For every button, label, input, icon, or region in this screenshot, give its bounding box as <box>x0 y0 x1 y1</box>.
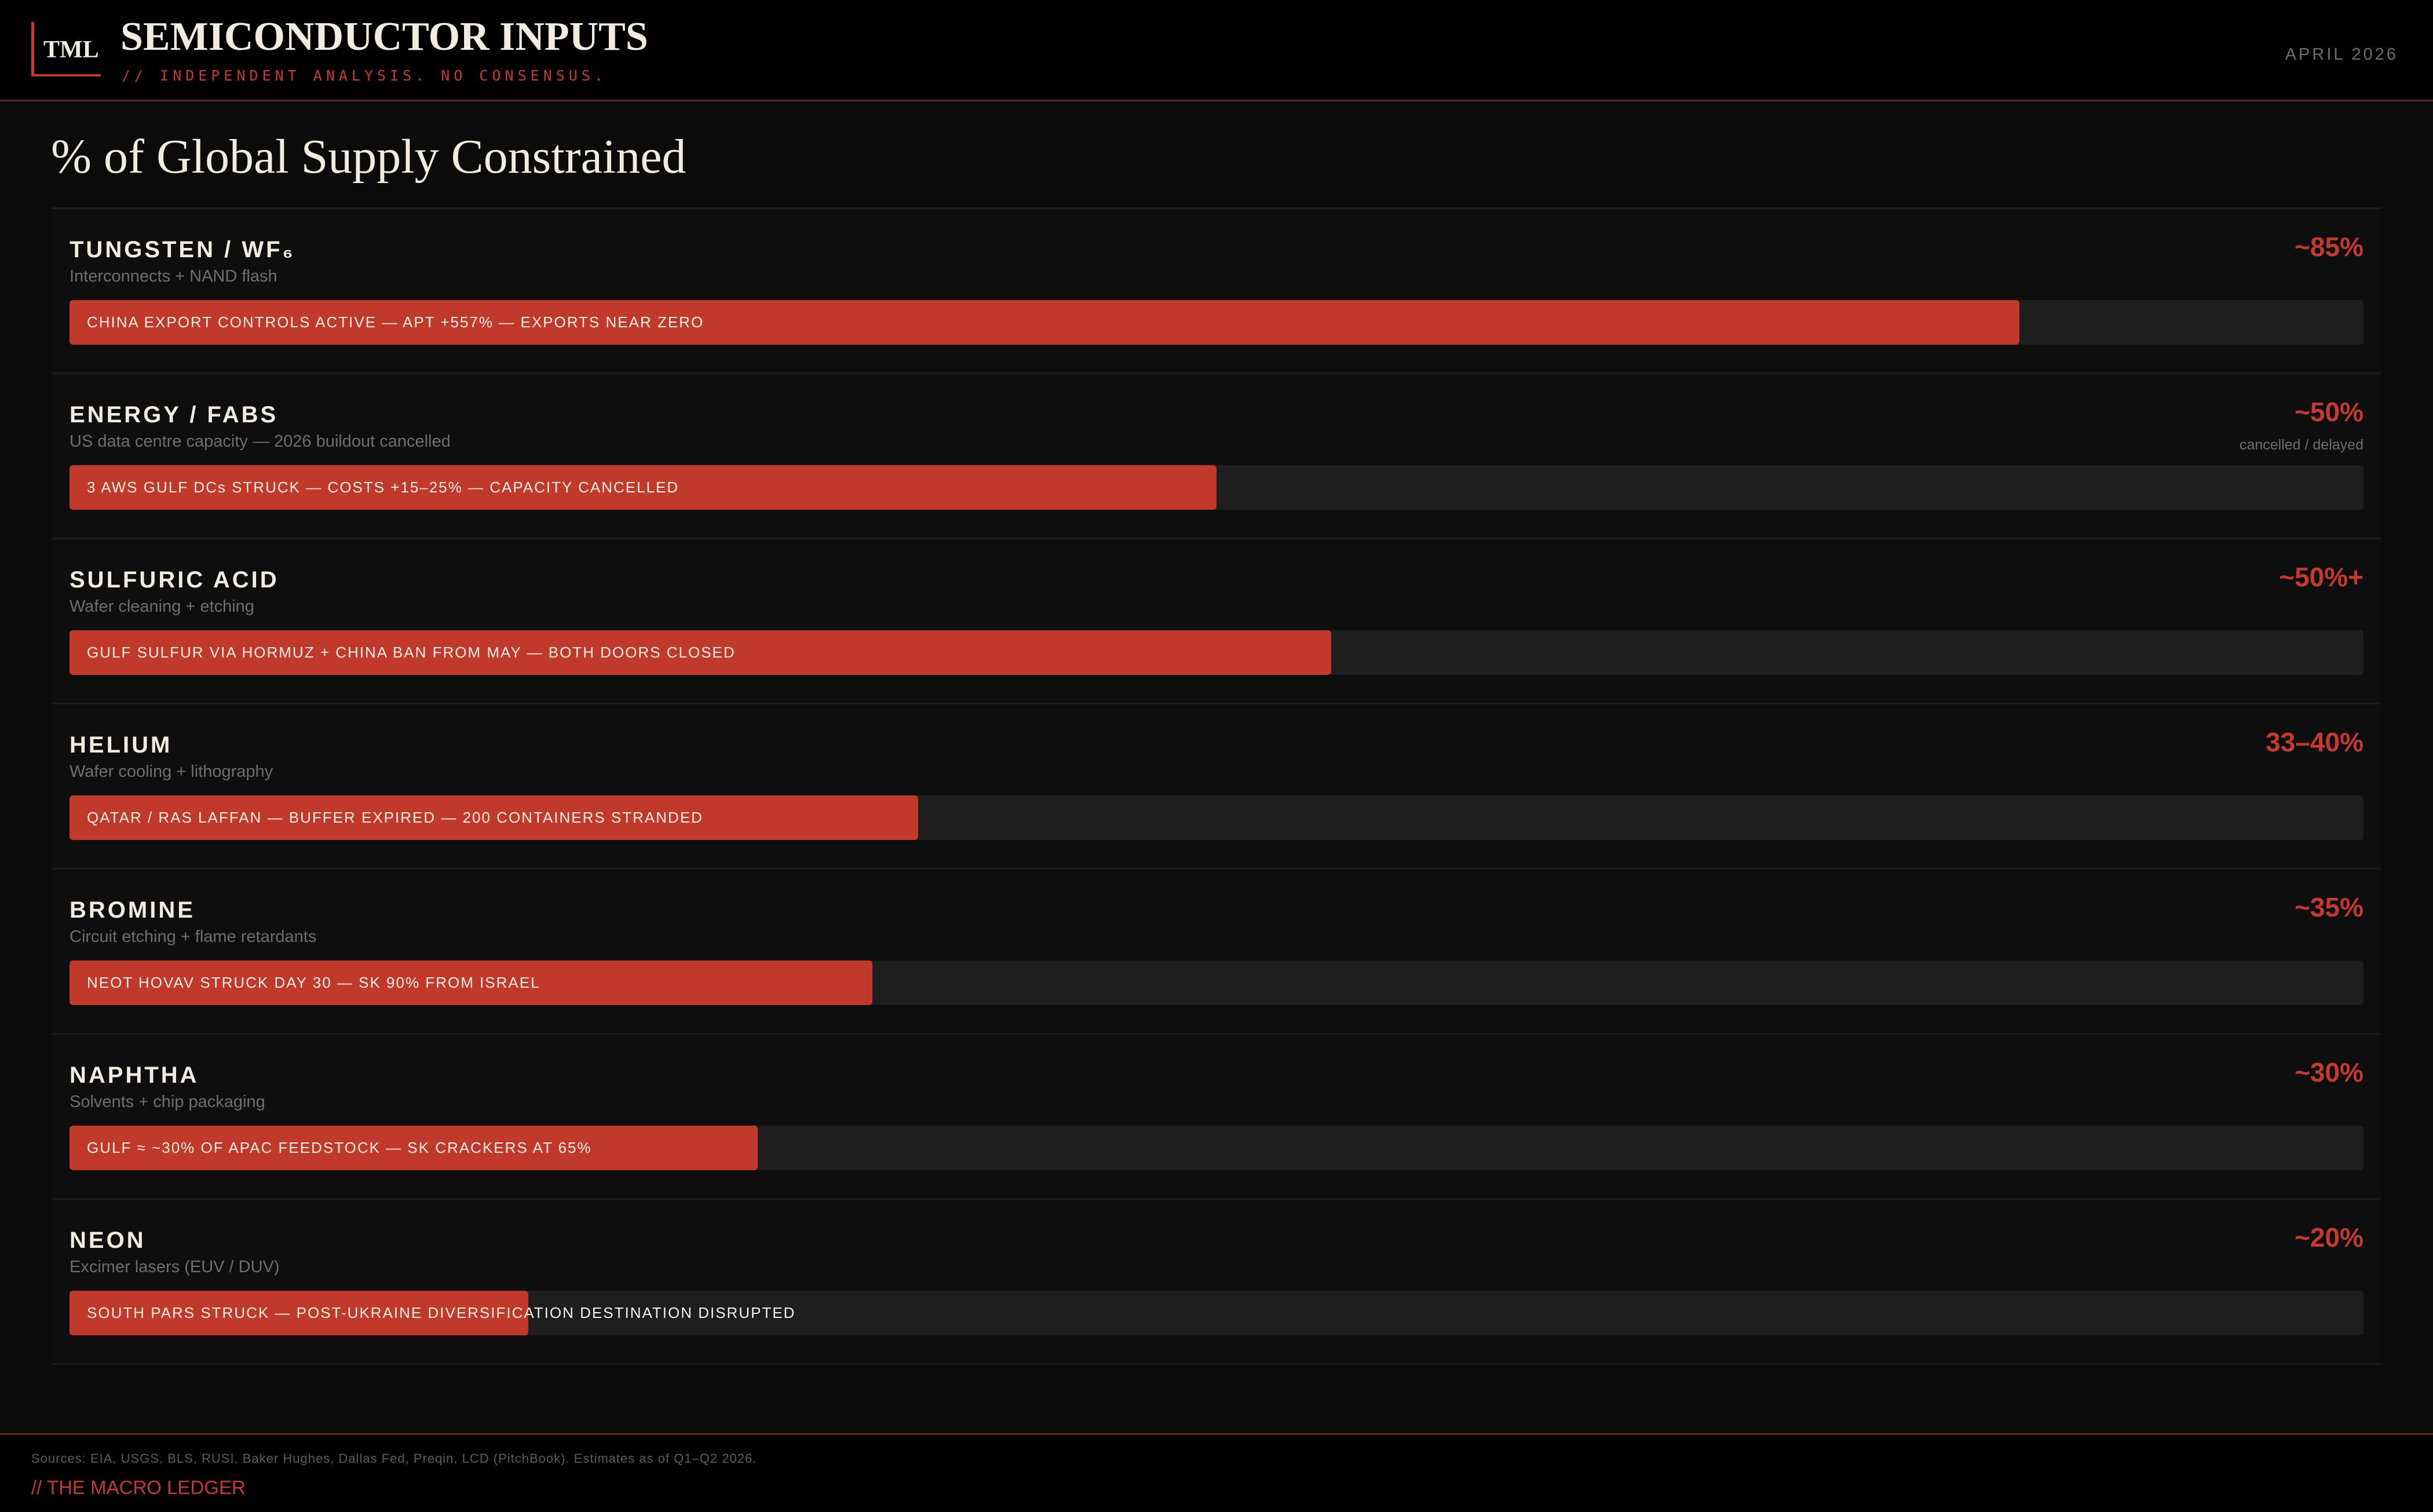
footer: Sources: EIA, USGS, BLS, RUSI, Baker Hug… <box>0 1433 2433 1512</box>
value-label: ~50% <box>2295 397 2363 427</box>
value-label: ~35% <box>2295 892 2363 922</box>
chart-row: SULFURIC ACID Wafer cleaning + etching ~50… <box>52 539 2381 704</box>
bar-track: 3 AWS GULF DCs STRUCK — COSTS +15–25% — … <box>70 465 2363 510</box>
bar-track: SOUTH PARS STRUCK — POST-UKRAINE DIVERSI… <box>70 1291 2363 1335</box>
chart-row: TUNGSTEN / WF₆ Interconnects + NAND flash… <box>52 209 2381 374</box>
footer-brand: // THE MACRO LEDGER <box>31 1477 246 1498</box>
bar-track: QATAR / RAS LAFFAN — BUFFER EXPIRED — 20… <box>70 795 2363 840</box>
chart-row: BROMINE Circuit etching + flame retardant… <box>52 870 2381 1035</box>
sources-note: Sources: EIA, USGS, BLS, RUSI, Baker Hug… <box>31 1451 757 1466</box>
logo-text: TML <box>43 36 99 63</box>
bar-annotation: QATAR / RAS LAFFAN — BUFFER EXPIRED — 20… <box>87 809 703 826</box>
brand-title: SEMICONDUCTOR INPUTS <box>120 14 648 59</box>
category-label: HELIUM <box>70 732 173 758</box>
category-description: Circuit etching + flame retardants <box>70 927 317 946</box>
header: TML SEMICONDUCTOR INPUTS // INDEPENDENT … <box>0 0 2433 101</box>
bar-track: GULF SULFUR VIA HORMUZ + CHINA BAN FROM … <box>70 630 2363 675</box>
bar-track: CHINA EXPORT CONTROLS ACTIVE — APT +557%… <box>70 300 2363 345</box>
category-label: NAPHTHA <box>70 1062 199 1088</box>
category-description: Solvents + chip packaging <box>70 1093 265 1111</box>
category-label: ENERGY / FABS <box>70 402 279 428</box>
category-label: NEON <box>70 1228 146 1253</box>
category-description: US data centre capacity — 2026 buildout … <box>70 432 451 451</box>
bar <box>70 795 919 840</box>
chart-row: HELIUM Wafer cooling + lithography 33–40% Q… <box>52 704 2381 870</box>
value-label: ~20% <box>2295 1222 2363 1252</box>
category-label: SULFURIC ACID <box>70 567 279 593</box>
bar <box>70 960 872 1005</box>
bar-annotation: SOUTH PARS STRUCK — POST-UKRAINE DIVERSI… <box>87 1304 796 1321</box>
value-label: 33–40% <box>2266 727 2363 757</box>
chart-row: NAPHTHA Solvents + chip packaging ~30% GULF… <box>52 1035 2381 1200</box>
value-label: ~30% <box>2295 1057 2363 1087</box>
bar-track: GULF ≈ ~30% OF APAC FEEDSTOCK — SK CRACK… <box>70 1126 2363 1170</box>
chart-title: % of Global Supply Constrained <box>51 130 686 184</box>
value-label: ~85% <box>2295 232 2363 262</box>
bar <box>70 1291 528 1335</box>
value-sublabel: cancelled / delayed <box>2239 437 2363 453</box>
bar-annotation: GULF SULFUR VIA HORMUZ + CHINA BAN FROM … <box>87 644 736 661</box>
category-description: Excimer lasers (EUV / DUV) <box>70 1258 280 1276</box>
bar <box>70 630 1331 675</box>
category-label: TUNGSTEN / WF₆ <box>70 237 295 262</box>
bar-annotation: CHINA EXPORT CONTROLS ACTIVE — APT +557%… <box>87 313 704 331</box>
bar <box>70 1126 758 1170</box>
chart-row: ENERGY / FABS US data centre capacity — 2… <box>52 374 2381 539</box>
bar-annotation: NEOT HOVAV STRUCK DAY 30 — SK 90% FROM I… <box>87 974 540 991</box>
category-description: Wafer cooling + lithography <box>70 762 273 781</box>
bar <box>70 465 1216 510</box>
category-description: Wafer cleaning + etching <box>70 597 254 616</box>
bar-annotation: GULF ≈ ~30% OF APAC FEEDSTOCK — SK CRACK… <box>87 1139 592 1156</box>
category-label: BROMINE <box>70 897 195 923</box>
bar-track: NEOT HOVAV STRUCK DAY 30 — SK 90% FROM I… <box>70 960 2363 1005</box>
value-label: ~50%+ <box>2279 562 2363 592</box>
chart-row: NEON Excimer lasers (EUV / DUV) ~20% SOUTH … <box>52 1200 2381 1365</box>
category-description: Interconnects + NAND flash <box>70 267 277 286</box>
bar <box>70 300 2019 345</box>
bar-chart: TUNGSTEN / WF₆ Interconnects + NAND flash… <box>52 207 2381 1365</box>
bar-annotation: 3 AWS GULF DCs STRUCK — COSTS +15–25% — … <box>87 479 680 496</box>
brand-logo: TML <box>31 22 101 76</box>
report-date: APRIL 2026 <box>2285 45 2398 64</box>
brand-tagline: // INDEPENDENT ANALYSIS. NO CONSENSUS. <box>122 67 607 84</box>
